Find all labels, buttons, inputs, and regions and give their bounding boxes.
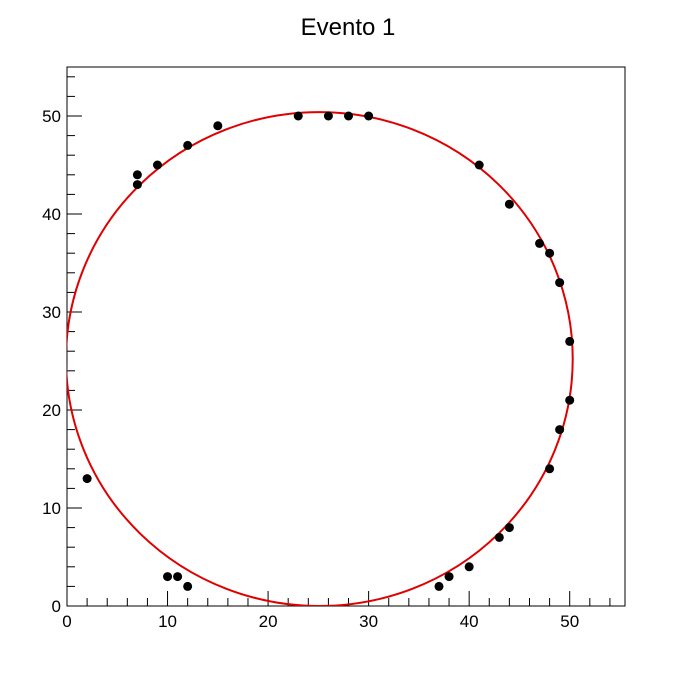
fit-circle	[67, 111, 574, 606]
data-point	[555, 278, 565, 288]
x-tick-label: 0	[62, 612, 71, 631]
data-point	[434, 581, 444, 591]
data-point	[183, 140, 193, 150]
data-point	[545, 464, 555, 474]
data-point	[504, 199, 514, 209]
data-point	[494, 532, 504, 542]
data-point	[132, 170, 142, 180]
plot-frame	[66, 66, 626, 607]
data-point	[535, 238, 545, 248]
x-tick-label: 40	[460, 612, 479, 631]
y-tick-label: 50	[42, 107, 61, 126]
data-point	[444, 572, 454, 582]
data-point	[464, 562, 474, 572]
x-tick-label: 50	[560, 612, 579, 631]
data-point	[545, 248, 555, 258]
data-point	[565, 336, 575, 346]
y-tick-label: 30	[42, 303, 61, 322]
x-tick-label: 30	[359, 612, 378, 631]
data-point	[474, 160, 484, 170]
chart-title: Evento 1	[301, 14, 396, 41]
y-tick-label: 0	[52, 597, 61, 616]
data-point	[82, 474, 92, 484]
fit-layer	[67, 111, 574, 606]
x-tick-label: 20	[259, 612, 278, 631]
data-point	[163, 572, 173, 582]
y-tick-label: 20	[42, 401, 61, 420]
data-point	[323, 111, 333, 121]
data-point	[344, 111, 354, 121]
axes: 0 10 20 30 40 50 0 10 20 30 40 50	[42, 66, 626, 631]
data-point	[173, 572, 183, 582]
data-point	[213, 121, 223, 131]
data-point	[293, 111, 303, 121]
points-layer	[82, 111, 575, 591]
y-tick-label: 10	[42, 499, 61, 518]
data-point	[183, 581, 193, 591]
data-point	[555, 425, 565, 435]
data-point	[565, 395, 575, 405]
data-point	[364, 111, 374, 121]
data-point	[132, 180, 142, 190]
y-tick-label: 40	[42, 205, 61, 224]
data-point	[152, 160, 162, 170]
data-point	[504, 523, 514, 533]
x-tick-label: 10	[158, 612, 177, 631]
